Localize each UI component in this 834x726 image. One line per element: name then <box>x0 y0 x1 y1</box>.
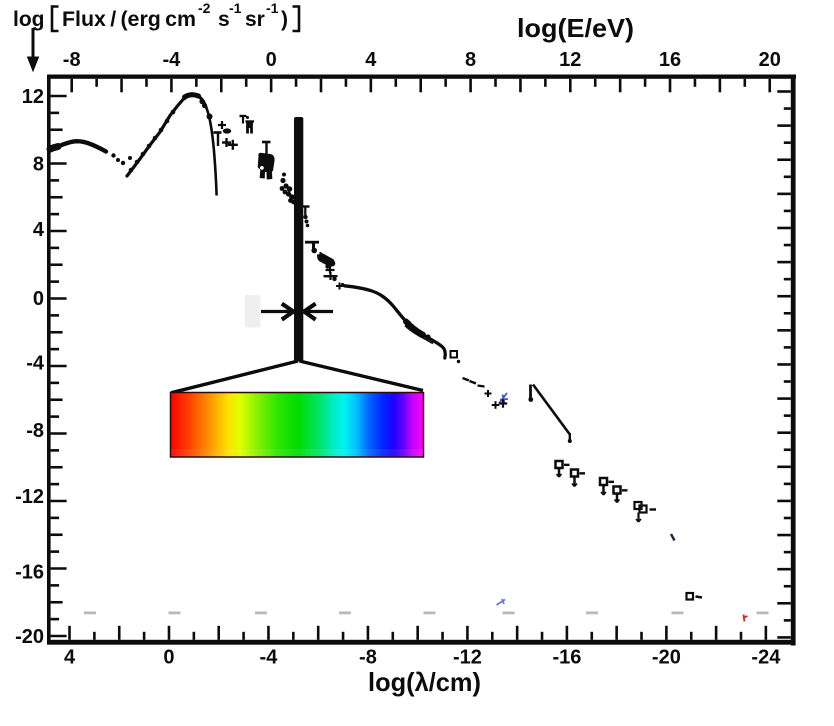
svg-text:log(E/eV): log(E/eV) <box>517 13 634 43</box>
svg-text:sr: sr <box>245 8 265 31</box>
svg-text:-12: -12 <box>453 647 482 669</box>
svg-text:-20: -20 <box>15 626 44 648</box>
svg-text:4: 4 <box>365 49 377 71</box>
svg-text:-8: -8 <box>26 420 44 442</box>
svg-text:0: 0 <box>163 647 174 669</box>
svg-text:-1: -1 <box>266 0 279 16</box>
svg-text:-4: -4 <box>163 49 182 71</box>
svg-text:log(λ/cm): log(λ/cm) <box>368 667 481 697</box>
svg-text:4: 4 <box>33 219 45 241</box>
svg-text:): ) <box>281 8 288 31</box>
svg-text:-2: -2 <box>198 0 211 16</box>
svg-text:-24: -24 <box>751 647 781 669</box>
svg-text:8: 8 <box>465 49 476 71</box>
svg-text:-4: -4 <box>26 353 45 375</box>
svg-text:-1: -1 <box>229 0 242 16</box>
svg-text:-12: -12 <box>15 486 44 508</box>
svg-text:s: s <box>218 8 230 31</box>
svg-text:12: 12 <box>559 49 581 71</box>
svg-text:-8: -8 <box>359 647 377 669</box>
svg-text:-8: -8 <box>63 49 81 71</box>
svg-text:-16: -16 <box>552 647 581 669</box>
svg-text:0: 0 <box>266 49 277 71</box>
svg-text:16: 16 <box>659 49 681 71</box>
svg-text:-20: -20 <box>652 647 681 669</box>
svg-text:8: 8 <box>33 154 44 176</box>
svg-text:-16: -16 <box>15 562 44 584</box>
svg-text:12: 12 <box>22 86 44 108</box>
svg-text:log: log <box>13 8 45 31</box>
svg-text:4: 4 <box>64 647 76 669</box>
svg-text:20: 20 <box>759 49 781 71</box>
svg-text:-4: -4 <box>260 647 279 669</box>
svg-text:0: 0 <box>33 288 44 310</box>
svg-text:Flux / (erg cm: Flux / (erg cm <box>62 8 196 31</box>
